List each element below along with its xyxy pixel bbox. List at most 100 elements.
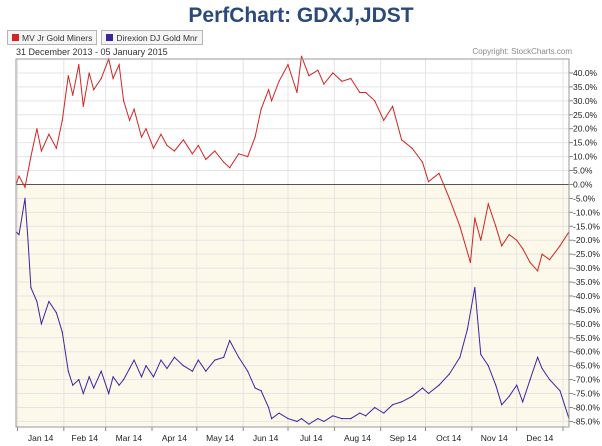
data-point [133, 359, 135, 361]
y-tick-label: 25.0% [573, 110, 598, 120]
data-point [100, 370, 102, 372]
copyright-notice: Copyright: StockCharts.com [472, 47, 572, 56]
series-gdxj [15, 55, 570, 272]
data-point [223, 356, 225, 358]
y-tick-label: -65.0% [573, 361, 600, 371]
x-tick-label: Aug 14 [344, 433, 371, 443]
data-point [278, 80, 280, 82]
legend-item-jdst[interactable]: Direxion DJ Gold Mnr [101, 30, 203, 45]
data-point [247, 155, 249, 158]
data-point [365, 415, 367, 417]
date-range: 31 December 2013 - 05 January 2015 [16, 47, 168, 57]
data-point [300, 55, 303, 57]
data-point [529, 379, 531, 381]
data-point [88, 376, 90, 378]
data-point [438, 172, 440, 174]
data-point [411, 395, 413, 397]
data-point [341, 80, 343, 82]
data-point [267, 406, 270, 409]
data-point [501, 404, 503, 406]
data-point [278, 412, 280, 414]
data-point [197, 144, 199, 147]
data-point [55, 147, 57, 149]
data-point [383, 412, 385, 414]
legend-label-jdst: Direxion DJ Gold Mnr [116, 32, 198, 43]
data-point [24, 186, 26, 188]
data-point [78, 379, 80, 381]
y-tick-label: 40.0% [573, 68, 598, 78]
data-point [128, 367, 131, 370]
x-tick-label: Jul 14 [300, 433, 323, 443]
data-point [82, 392, 84, 395]
data-point [522, 401, 524, 403]
data-point [78, 63, 80, 66]
data-point [548, 379, 551, 381]
data-point [18, 175, 20, 177]
data-point [469, 261, 471, 264]
data-point [495, 225, 497, 227]
data-point [152, 147, 155, 149]
data-point [466, 328, 468, 331]
plot-area-negative [16, 184, 569, 427]
data-point [118, 384, 120, 386]
y-tick-label: -40.0% [573, 291, 600, 301]
data-point [100, 77, 102, 80]
data-point [93, 387, 95, 389]
data-point [392, 404, 394, 406]
data-point [480, 353, 482, 356]
data-point [36, 300, 38, 303]
y-tick-label: -5.0% [573, 193, 596, 203]
data-point [270, 100, 273, 102]
data-point [350, 418, 352, 420]
data-point [427, 392, 430, 395]
data-point [238, 153, 240, 155]
data-point [247, 370, 249, 372]
data-point [487, 365, 489, 367]
data-point [238, 356, 240, 358]
data-point [123, 100, 125, 102]
data-point [296, 91, 298, 94]
data-point [173, 356, 176, 358]
data-point [36, 128, 38, 130]
data-point [40, 323, 43, 325]
data-point [214, 359, 216, 361]
y-tick-label: -55.0% [573, 333, 600, 343]
data-point [374, 406, 376, 409]
data-point [173, 150, 176, 152]
data-point [40, 150, 43, 152]
data-point [112, 376, 114, 378]
data-point [459, 356, 461, 358]
data-point [260, 108, 262, 110]
data-point [123, 379, 125, 381]
data-point [559, 245, 561, 247]
y-tick-label: 20.0% [573, 124, 598, 134]
data-point [229, 167, 231, 169]
chart-title: PerfChart: GDXJ,JDST [188, 4, 414, 27]
data-point [438, 384, 440, 386]
data-point [448, 197, 451, 199]
data-point [383, 119, 385, 121]
data-point [537, 270, 539, 272]
data-point [160, 133, 162, 135]
data-point [323, 83, 325, 85]
x-tick-label: Jan 14 [28, 433, 54, 443]
data-point [537, 356, 539, 358]
data-point [30, 155, 32, 158]
data-point [296, 420, 298, 423]
data-point [516, 384, 518, 386]
x-tick-label: Nov 14 [481, 433, 508, 443]
data-point [332, 415, 334, 417]
data-point [254, 387, 256, 389]
legend-item-gdxj[interactable]: MV Jr Gold Miners [7, 30, 98, 45]
data-point [191, 153, 193, 155]
data-point [160, 359, 162, 361]
data-point [145, 365, 147, 367]
data-point [18, 234, 20, 236]
x-tick-label: Sep 14 [390, 433, 417, 443]
data-point [24, 197, 26, 199]
y-tick-label: 35.0% [573, 82, 598, 92]
data-point [308, 75, 310, 77]
data-point [421, 387, 424, 389]
x-tick-label: Apr 14 [162, 433, 187, 443]
